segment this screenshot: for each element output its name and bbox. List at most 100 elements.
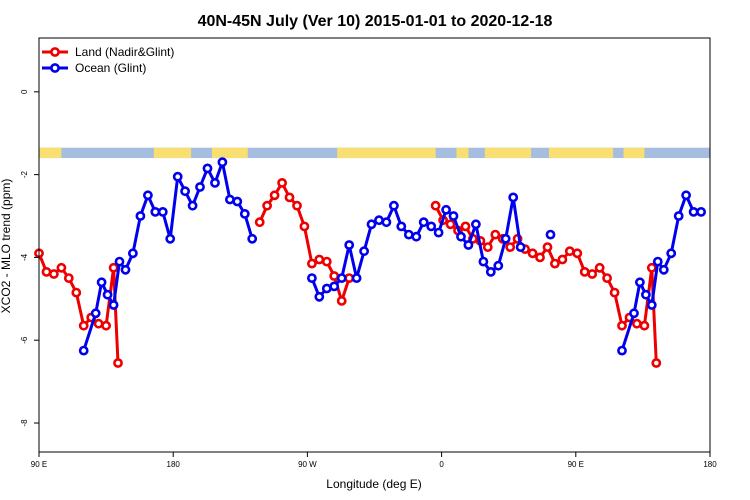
data-point [232,196,243,207]
data-point [374,215,384,226]
data-point [579,266,590,277]
data-point [142,190,153,201]
data-point [594,262,605,273]
data-point [500,233,511,244]
data-point [165,233,176,244]
data-point [388,200,399,211]
series-ocean [78,157,706,356]
data-point [456,231,466,242]
chart-title: 40N-45N July (Ver 10) 2015-01-01 to 2020… [198,13,553,30]
data-point [217,157,228,168]
data-point [411,231,422,242]
data-point [157,206,168,217]
data-point [239,208,250,219]
data-point [470,219,481,230]
data-point [102,289,113,300]
legend-marker [50,47,60,57]
data-point [542,242,553,252]
data-point [71,287,82,298]
data-point [651,358,662,368]
data-point [688,206,699,217]
data-point [572,248,583,259]
data-point [306,273,317,283]
data-point [635,277,645,288]
data-point [535,252,545,263]
data-point [187,200,198,211]
y-tick-label: 0 [20,89,29,94]
data-point [445,219,456,230]
data-point [441,204,451,215]
data-point [108,300,119,310]
data-point [658,264,669,275]
data-point [433,227,444,238]
x-axis-title: Longitude (deg E) [326,477,421,491]
data-point [557,254,568,265]
data-point [351,273,362,283]
data-point [430,200,441,211]
data-point [135,211,146,221]
data-point [269,190,280,201]
x-tick-label: 180 [703,460,717,469]
data-point [113,358,123,368]
data-point [90,308,101,319]
data-point [460,221,471,232]
data-point [195,182,205,192]
data-point [550,258,560,269]
data-point [56,262,67,273]
data-point [63,273,74,283]
legend: Land (Nadir&Glint) Ocean (Glint) [42,45,174,75]
data-point [78,345,89,356]
data-point [463,240,474,250]
data-point [602,273,612,283]
x-tick-label: 0 [439,460,444,469]
x-tick-label: 180 [167,460,181,469]
legend-label: Land (Nadir&Glint) [75,45,174,59]
data-point [277,177,287,188]
plot-frame [38,37,711,453]
x-tick-label: 90 E [568,460,584,469]
data-point [366,219,377,230]
data-point [490,229,501,240]
data-point [639,320,650,331]
data-point [696,206,706,217]
series-land [34,177,662,368]
data-point [478,256,489,267]
data-point [150,206,161,217]
data-point [564,246,575,257]
axes: 90 E 180 90 W 0 90 E 180 0 -2 -4 -6 -8 [20,89,717,469]
data-point [306,258,317,269]
land-strip-segment [623,147,645,159]
plot-area [34,147,710,368]
data-point [681,190,691,201]
data-point [617,320,627,331]
land-strip-segment [484,147,532,159]
y-tick-label: -6 [20,336,29,344]
data-point [482,242,493,252]
data-point [284,192,295,203]
land-strip-segment [153,147,192,159]
y-tick-label: -8 [20,419,29,427]
data-point [247,233,258,244]
land-strip-segment [456,147,469,159]
data-point [632,318,642,329]
data-point [254,217,265,228]
data-point [666,248,677,259]
data-point [652,256,663,267]
data-point [299,221,310,232]
land-strip-segment [211,147,248,159]
y-tick-label: -4 [20,253,29,261]
data-point [485,266,496,277]
data-point [629,308,639,319]
y-axis-title: XCO2 - MLO trend (ppm) [0,179,13,314]
data-point [403,229,414,240]
data-point [336,273,347,283]
data-point [180,186,190,197]
x-tick-label: 90 E [31,460,47,469]
data-point [314,254,325,265]
data-point [292,200,302,211]
data-point [329,281,340,292]
data-point [527,248,538,259]
data-point [108,262,119,273]
legend-label: Ocean (Glint) [75,61,146,75]
